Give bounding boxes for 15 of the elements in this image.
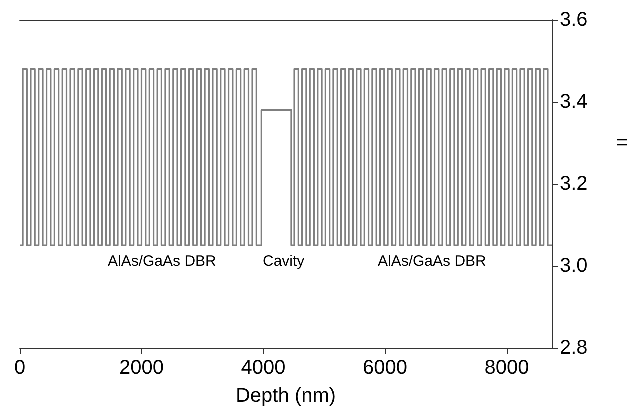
x-tick-label: 8000 <box>484 357 530 379</box>
x-tick-label: 4000 <box>241 357 286 379</box>
x-tick-label: 0 <box>14 357 26 379</box>
x-tick-label: 2000 <box>119 357 164 379</box>
x-axis-title: Depth (nm) <box>236 385 336 407</box>
y-tick-label: 2.8 <box>560 337 588 359</box>
annotation: Cavity <box>263 253 306 270</box>
annotation: AlAs/GaAs DBR <box>108 253 217 270</box>
annotation: AlAs/GaAs DBR <box>378 253 487 270</box>
y-tick-label: 3.4 <box>560 91 588 113</box>
x-tick-label: 6000 <box>362 357 408 379</box>
text: = <box>616 132 628 154</box>
y-tick-label: 3.0 <box>560 255 588 277</box>
y-tick-label: 3.2 <box>560 173 588 195</box>
y-tick-label: 3.6 <box>560 9 588 31</box>
